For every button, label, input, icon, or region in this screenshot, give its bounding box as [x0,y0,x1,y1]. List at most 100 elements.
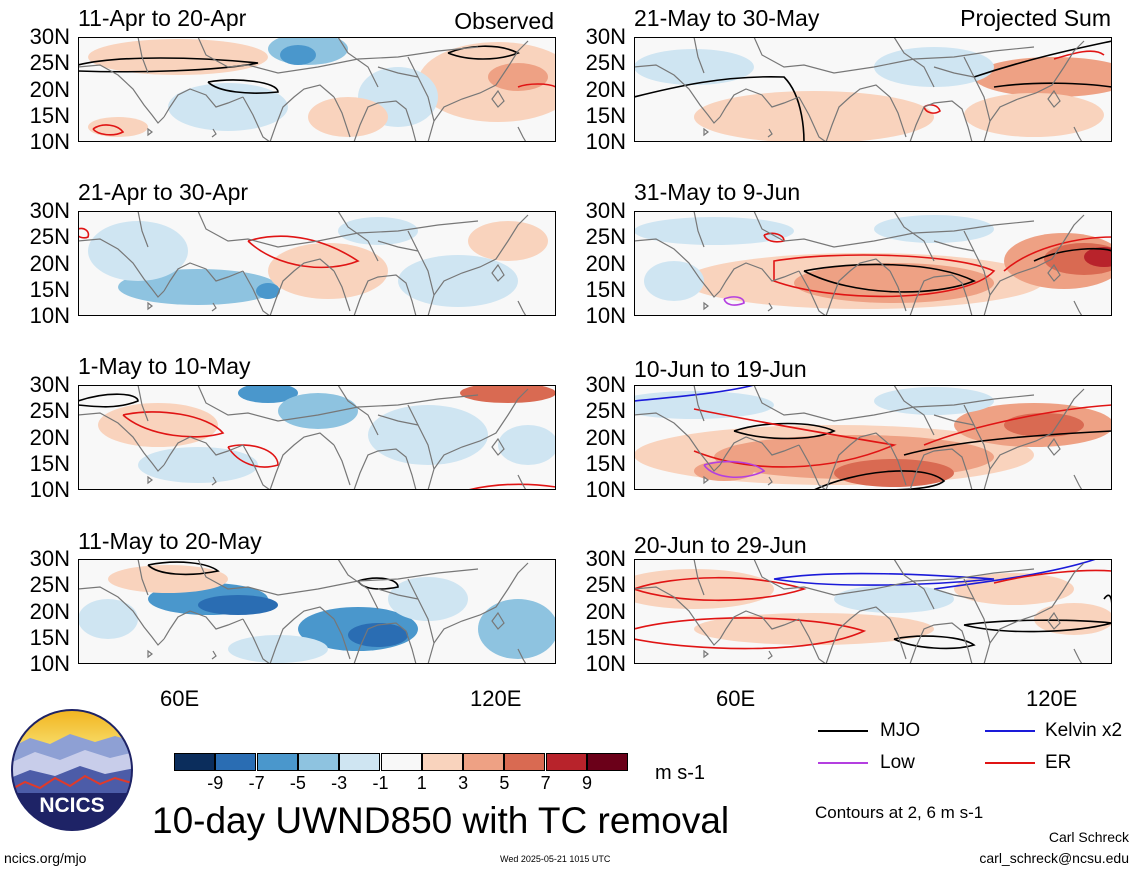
coastline [137,37,149,74]
er-contour [923,404,1112,446]
coastline [163,88,244,118]
coastline [211,650,217,660]
wind-anomaly-region [398,255,518,307]
lat-label: 25N [585,398,626,424]
wind-anomaly-region [368,405,488,465]
coastline [163,610,244,640]
coastline [163,262,244,292]
mjo-contour [973,40,1112,78]
lat-label: 15N [29,450,70,476]
coastline [753,385,1035,422]
legend-label: MJO [880,720,921,741]
lat-label: 10N [585,651,626,676]
colorbar-box [421,753,463,771]
colorbar-box [463,753,505,771]
lon-label: 60E [716,686,756,711]
colorbar-box [174,753,215,771]
panel-title: 10-Jun to 19-Jun [634,356,807,382]
mjo-contour [963,619,1112,633]
wind-map-panel [78,385,556,490]
coastline [798,618,827,664]
coastline [78,412,165,472]
coastline [1073,126,1083,142]
wind-map-panel [78,211,556,316]
panel-tag: Observed [454,8,554,34]
coastline [719,436,800,466]
panel-title: 11-Apr to 20-Apr [78,5,247,31]
wind-anomaly-region [338,217,418,245]
legend-label: Kelvin x2 [1045,720,1123,741]
coastline [333,270,351,312]
coastline [491,611,505,630]
er-contour [1053,50,1105,60]
mjo-contour [147,561,220,576]
er-contour [1003,236,1112,272]
coastline [963,56,991,122]
kelvin-contour [634,385,755,402]
mjo-contour [903,430,1112,456]
coastline [333,444,351,486]
map-frame [634,385,1112,490]
wind-anomaly-region [418,42,556,122]
lat-label: 20N [29,424,70,450]
coastline [983,40,1085,142]
coastline [337,37,379,88]
lat-label: 25N [585,224,626,250]
lat-label: 20N [29,76,70,102]
coastline [1073,648,1083,664]
lat-label: 15N [29,276,70,302]
lat-label: 20N [29,598,70,624]
coastline [634,238,721,298]
lat-label: 25N [29,224,70,250]
colorbar-tick: 9 [581,773,592,793]
coastline [147,301,153,311]
coastline [983,388,1085,490]
lat-label: 15N [585,450,626,476]
lat-label: 25N [29,398,70,424]
lat-label: 30N [29,24,70,49]
coastline [353,100,417,142]
coastline [753,559,1035,596]
coastline [703,301,709,311]
coastline [197,385,479,422]
lon-label: 120E [470,686,522,711]
coastline [197,37,479,74]
er-contour [247,235,360,269]
coastline [909,274,973,316]
coastline [825,258,891,316]
wind-map-panel [634,211,1112,316]
colorbar-box [215,753,257,771]
coastline [703,649,709,659]
lat-label: 10N [585,129,626,154]
logo-text: NCICS [39,794,104,817]
wind-anomaly-region [228,635,328,663]
coastline [269,432,335,490]
coastline [798,444,827,490]
coastline [427,214,529,316]
coastline [427,40,529,142]
figure-title: 10-day UWND850 with TC removal [152,800,730,841]
map-frame [78,385,556,490]
coastline [1047,263,1061,282]
kelvin-contour [773,572,995,586]
lat-label: 15N [585,624,626,650]
coastline [337,559,379,610]
coastline [693,385,705,422]
credit-timestamp: Wed 2025-05-21 1015 UTC [500,854,611,864]
coastline [377,240,419,252]
map-frame [634,559,1112,664]
coastline [719,88,800,118]
coastline [147,649,153,659]
colorbar-box [545,753,587,771]
lat-label: 30N [29,198,70,223]
coastline [933,588,975,600]
wind-anomaly-region [1004,413,1084,437]
lat-label: 10N [29,129,70,154]
coastline [269,606,335,664]
wind-map-panel [78,559,556,664]
coastline [137,385,149,422]
coastline [242,270,271,316]
coastline [197,211,479,248]
lat-label: 10N [585,303,626,328]
lat-label: 15N [585,102,626,128]
